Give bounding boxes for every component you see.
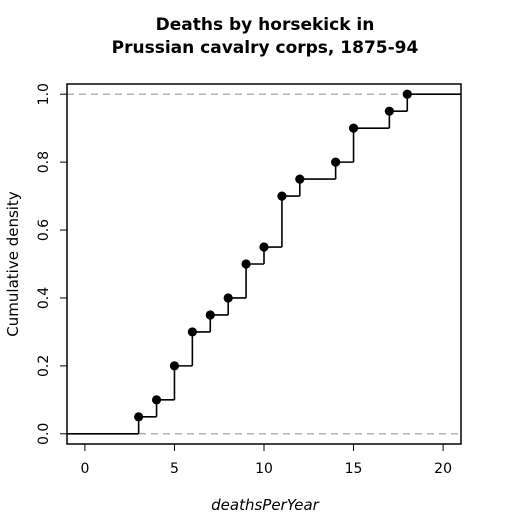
y-axis-label: Cumulative density (4, 191, 22, 337)
data-point (402, 89, 412, 99)
x-axis: 0 5 10 15 20 (80, 444, 452, 477)
y-tick-label: 0.6 (36, 219, 52, 241)
data-point (223, 293, 233, 303)
data-point (205, 310, 215, 320)
data-point (241, 259, 251, 269)
chart-title-line-2: Prussian cavalry corps, 1875-94 (112, 38, 419, 58)
data-point (187, 327, 197, 337)
x-tick-label: 10 (255, 461, 273, 477)
x-axis-label: deathsPerYear (211, 496, 320, 512)
data-points (134, 89, 412, 422)
y-tick-label: 1.0 (36, 83, 52, 105)
x-tick-label: 15 (345, 461, 363, 477)
y-tick-label: 0.8 (36, 151, 52, 173)
data-point (151, 395, 162, 405)
y-tick-label: 0.2 (36, 355, 52, 377)
data-point (277, 191, 287, 201)
step-lines (67, 93, 461, 435)
data-point (295, 174, 305, 184)
chart-title-line-1: Deaths by horsekick in (156, 15, 375, 35)
data-point (259, 242, 269, 252)
y-tick-label: 0.0 (36, 423, 52, 445)
data-point (384, 106, 394, 116)
data-point (331, 157, 341, 167)
x-tick-label: 20 (434, 461, 452, 477)
data-point (348, 123, 359, 133)
y-tick-label: 0.4 (36, 287, 52, 309)
x-tick-label: 0 (80, 461, 89, 477)
data-point (169, 361, 180, 371)
y-axis: 0.0 0.2 0.4 0.6 0.8 1.0 (36, 83, 67, 445)
x-tick-label: 5 (170, 461, 179, 477)
data-point (134, 412, 144, 422)
